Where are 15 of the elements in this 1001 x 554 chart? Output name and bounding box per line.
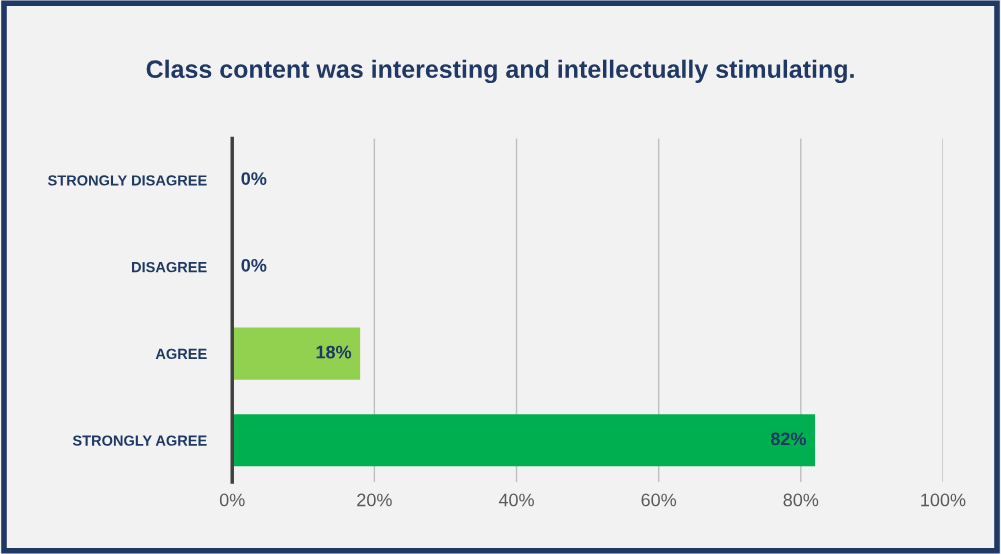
- y-tick-label: AGREE: [155, 348, 207, 360]
- x-tick-label: 80%: [783, 493, 819, 507]
- chart-title: Class content was interesting and intellectually stimulating.: [146, 59, 854, 84]
- data-label: 18%: [316, 345, 352, 359]
- x-tick-label: 100%: [921, 493, 966, 507]
- y-tick-label: DISAGREE: [132, 261, 207, 273]
- x-tick-label: 60%: [641, 493, 677, 507]
- x-tick-label: 40%: [498, 493, 534, 507]
- x-tick-label: 20%: [357, 493, 392, 507]
- data-label: 82%: [770, 432, 807, 446]
- y-tick-label: STRONGLY DISAGREE: [47, 175, 207, 186]
- x-tick-label: 0%: [219, 493, 245, 507]
- y-tick-label: STRONGLY AGREE: [72, 435, 207, 446]
- data-label: 0%: [241, 258, 267, 272]
- data-label: 0%: [241, 172, 267, 185]
